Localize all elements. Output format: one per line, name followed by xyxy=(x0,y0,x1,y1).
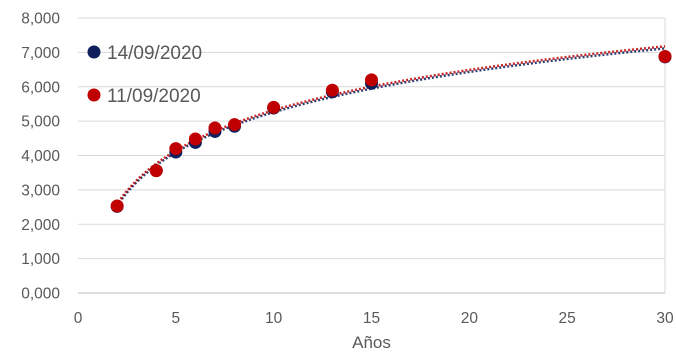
data-points xyxy=(110,50,672,213)
y-tick-label: 4,000 xyxy=(21,148,60,165)
y-tick-label: 1,000 xyxy=(21,251,60,268)
trendlines xyxy=(116,45,666,207)
y-tick-label: 6,000 xyxy=(21,79,60,96)
axes: 0,000 1,000 2,000 3,000 4,000 5,000 6,000 7,000… xyxy=(21,11,674,328)
legend-marker xyxy=(87,88,101,102)
x-tick-label: 15 xyxy=(363,310,380,327)
x-tick-label: 30 xyxy=(656,310,674,327)
legend-marker xyxy=(87,45,101,59)
trendline-series-1 xyxy=(116,47,666,207)
data-point-series-2 xyxy=(365,73,378,87)
x-axis-title: Años xyxy=(352,333,391,352)
data-point-series-2 xyxy=(267,100,281,114)
y-tick-label: 0,000 xyxy=(21,286,60,303)
x-tick-label: 10 xyxy=(265,310,283,327)
data-point-series-2 xyxy=(658,50,672,63)
data-point-series-2 xyxy=(110,199,124,213)
x-tick-label: 20 xyxy=(461,310,479,327)
data-point-series-2 xyxy=(208,121,222,135)
data-point-series-2 xyxy=(325,83,339,97)
data-point-series-2 xyxy=(188,132,202,146)
y-tick-label: 8,000 xyxy=(21,11,60,28)
x-tick-label: 0 xyxy=(74,310,83,327)
legend-label: 14/09/2020 xyxy=(107,43,202,64)
x-tick-label: 25 xyxy=(559,310,576,327)
data-point-series-2 xyxy=(169,142,183,156)
y-tick-label: 5,000 xyxy=(21,114,60,131)
legend: 14/09/2020 11/09/2020 xyxy=(87,43,202,107)
x-tick-label: 5 xyxy=(172,310,181,327)
data-point-series-2 xyxy=(228,118,242,132)
y-tick-label: 7,000 xyxy=(21,45,60,62)
y-tick-label: 2,000 xyxy=(21,217,60,234)
legend-label: 11/09/2020 xyxy=(107,86,201,107)
data-point-series-2 xyxy=(149,164,163,178)
y-tick-label: 3,000 xyxy=(21,182,60,199)
trendline-series-2 xyxy=(116,45,666,205)
